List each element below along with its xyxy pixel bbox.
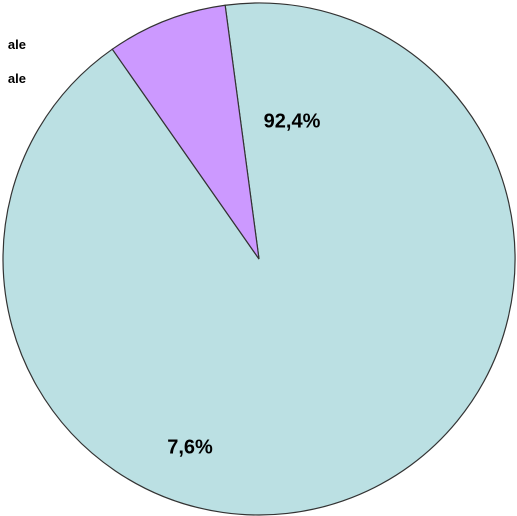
slice-label-1: 7,6% (167, 436, 213, 458)
pie-slice-1 (111, 4, 260, 260)
legend-entry: ale (7, 37, 26, 52)
legend: ale ale (0, 28, 26, 96)
legend-entry: ale (7, 71, 26, 86)
slice-label-0: 92,4% (264, 110, 321, 132)
